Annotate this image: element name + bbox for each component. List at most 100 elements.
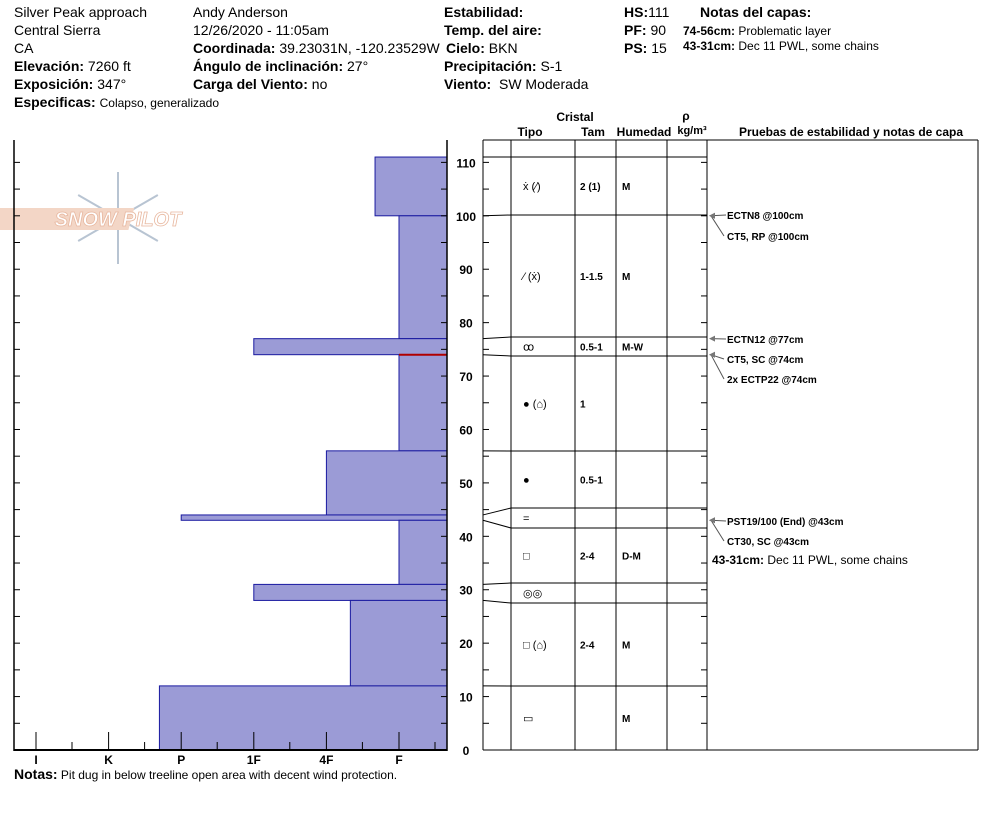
layer-note-range: 43-31cm: — [712, 553, 767, 567]
crystal-size: 0.5-1 — [580, 343, 603, 354]
stability-test: CT5, SC @74cm — [727, 355, 804, 366]
header-size: Tam — [581, 125, 605, 139]
header-density: kg/m³ — [677, 125, 707, 137]
crystal-type: ◎◎ — [523, 588, 542, 600]
test-arrow-line — [710, 215, 725, 237]
header-type: Tipo — [517, 125, 542, 139]
air-temp: Temp. del aire: — [444, 22, 542, 38]
ps: PS: 15 — [624, 40, 667, 56]
stability-test: PST19/100 (End) @43cm — [727, 517, 844, 528]
header-tests: Pruebas de estabilidad y notas de capa — [739, 125, 963, 139]
moisture: M — [622, 714, 630, 725]
moisture: D-M — [622, 552, 641, 563]
crystal-size: 1 — [580, 400, 586, 411]
hs: HS:111 — [624, 4, 670, 20]
sky: Cielo: BKN — [446, 40, 518, 56]
hardness-layer-bar — [325, 450, 448, 516]
hardness-layer-bar — [253, 583, 448, 601]
datetime: 12/26/2020 - 11:05am — [193, 22, 329, 38]
wind-loading: Carga del Viento: no — [193, 76, 328, 92]
footer-notes: Notas: Pit dug in below treeline open ar… — [14, 766, 398, 782]
height-tick-label: 70 — [459, 370, 473, 384]
layer-connector-line — [482, 336, 512, 340]
layer-connector-line — [482, 507, 512, 516]
coordinates: Coordinada: 39.23031N, -120.23529W — [193, 40, 440, 56]
hardness-layer-bar — [253, 338, 448, 356]
wind: Viento: SW Moderada — [444, 76, 589, 92]
height-tick-label: 20 — [459, 637, 473, 651]
layer-note: 43-31cm: Dec 11 PWL, some chains — [683, 39, 879, 53]
height-tick-label: 50 — [459, 477, 473, 491]
crystal-type: ● — [523, 475, 530, 487]
hardness-label: K — [104, 753, 113, 767]
layer-connector-line — [482, 354, 512, 357]
observer: Andy Anderson — [193, 4, 288, 20]
crystal-type: □ — [523, 551, 530, 563]
layer-connector-line — [482, 214, 512, 217]
layer-connector-line — [482, 519, 512, 529]
aspect: Exposición: 347° — [14, 76, 127, 92]
hardness-label: I — [34, 753, 37, 767]
test-layer-note: 43-31cm: Dec 11 PWL, some chains — [712, 553, 908, 567]
hardness-layer-bar — [398, 354, 448, 452]
header-moisture: Humedad — [617, 125, 672, 139]
moisture: M — [622, 182, 630, 193]
hardness-layer-bar — [180, 514, 448, 521]
moisture: M — [622, 641, 630, 652]
location: Silver Peak approach — [14, 4, 148, 20]
layer-note-text: Dec 11 PWL, some chains — [767, 553, 908, 567]
height-tick-label: 90 — [459, 263, 473, 277]
header-crystal: Cristal — [556, 110, 593, 124]
crystal-size: 2-4 — [580, 641, 595, 652]
hardness-label: 4F — [319, 753, 333, 767]
height-tick-label: 60 — [459, 423, 473, 437]
stability-test: 2x ECTP22 @74cm — [727, 375, 817, 386]
height-tick-label: 0 — [463, 744, 470, 758]
layer-connector-line — [482, 582, 512, 585]
arrow-head-icon — [709, 335, 715, 342]
logo-banner — [0, 208, 135, 230]
crystal-type: = — [523, 513, 529, 525]
test-arrow-line — [710, 354, 725, 380]
height-tick-label: 30 — [459, 584, 473, 598]
hardness-layer-bar — [374, 156, 448, 217]
stability-test: CT5, RP @100cm — [727, 232, 809, 243]
state: CA — [14, 40, 34, 56]
crystal-type: ▭ — [523, 713, 533, 725]
moisture: M — [622, 272, 630, 283]
precipitation: Precipitación: S-1 — [444, 58, 563, 74]
hardness-layer-bar — [398, 215, 448, 340]
height-tick-label: 40 — [459, 530, 473, 544]
crystal-size: 0.5-1 — [580, 476, 603, 487]
stability-test: ECTN12 @77cm — [727, 335, 804, 346]
crystal-type: ẋ (⁄) — [523, 181, 541, 193]
pf: PF: 90 — [624, 22, 667, 38]
stability-test: CT30, SC @43cm — [727, 537, 809, 548]
crystal-type: ꝏ — [523, 342, 534, 354]
crystal-size: 2 (1) — [580, 182, 601, 193]
crystal-size: 1-1.5 — [580, 272, 603, 283]
height-tick-label: 10 — [459, 691, 473, 705]
crystal-size: 2-4 — [580, 552, 595, 563]
crystal-type: □ (⌂) — [523, 640, 547, 652]
arrow-head-icon — [709, 351, 715, 358]
arrow-head-icon — [709, 212, 715, 219]
hardness-label: P — [177, 753, 185, 767]
hardness-layer-bar — [158, 685, 448, 751]
crystal-type: ● (⌂) — [523, 399, 547, 411]
layer-notes-title: Notas del capas: — [700, 4, 812, 20]
slope-angle: Ángulo de inclinación: 27° — [193, 58, 369, 74]
hardness-layer-bar — [398, 519, 448, 585]
range: Central Sierra — [14, 22, 101, 38]
hardness-layer-bar — [349, 599, 448, 687]
moisture: M-W — [622, 343, 644, 354]
layer-note: 74-56cm: Problematic layer — [683, 24, 832, 38]
layer-connector-line — [482, 599, 512, 604]
stability: Estabilidad: — [444, 4, 524, 20]
hardness-label: 1F — [247, 753, 261, 767]
stability-test: ECTN8 @100cm — [727, 211, 804, 222]
height-tick-label: 100 — [456, 210, 476, 224]
elevation: Elevación: 7260 ft — [14, 58, 131, 74]
